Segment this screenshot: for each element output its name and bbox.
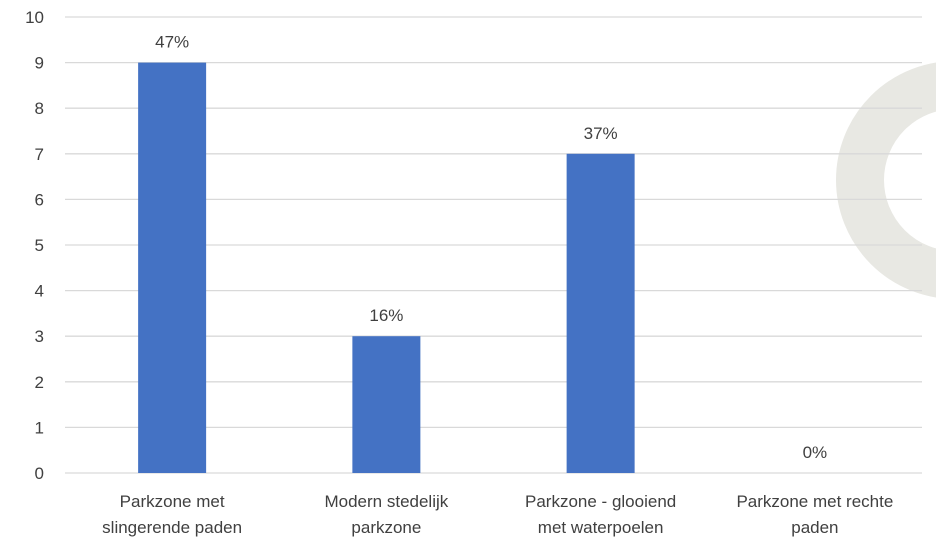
y-tick-label: 3 (35, 327, 44, 346)
y-tick-label: 9 (35, 54, 44, 73)
y-tick-label: 2 (35, 373, 44, 392)
data-label: 0% (803, 443, 828, 462)
y-tick-label: 0 (35, 464, 44, 483)
x-category-label: Parkzone met (120, 492, 225, 511)
x-category-label: met waterpoelen (538, 518, 664, 537)
x-axis-category-labels: Parkzone met slingerende paden Modern sted… (102, 492, 893, 537)
x-category-label: paden (791, 518, 838, 537)
x-category-label: Parkzone - glooiend (525, 492, 676, 511)
bars (138, 62, 635, 474)
decor-layer (836, 62, 936, 298)
x-category-label: Modern stedelijk (324, 492, 448, 511)
bar (566, 153, 635, 474)
y-tick-label: 8 (35, 99, 44, 118)
data-labels: 47% 16% 37% 0% (155, 33, 827, 462)
bar (352, 336, 421, 473)
data-label: 47% (155, 33, 189, 52)
x-category-label: parkzone (351, 518, 421, 537)
gridlines (65, 16, 922, 474)
y-tick-label: 5 (35, 236, 44, 255)
x-category-label: slingerende paden (102, 518, 242, 537)
data-label: 37% (584, 124, 618, 143)
data-label: 16% (369, 306, 403, 325)
y-axis-tick-labels: 0 1 2 3 4 5 6 7 8 9 10 (25, 8, 44, 483)
y-tick-label: 10 (25, 8, 44, 27)
y-tick-label: 1 (35, 418, 44, 437)
bar (138, 62, 207, 473)
y-tick-label: 6 (35, 190, 44, 209)
y-tick-label: 4 (35, 282, 44, 301)
x-category-label: Parkzone met rechte (736, 492, 893, 511)
y-tick-label: 7 (35, 145, 44, 164)
decorative-ring-icon (836, 62, 936, 298)
